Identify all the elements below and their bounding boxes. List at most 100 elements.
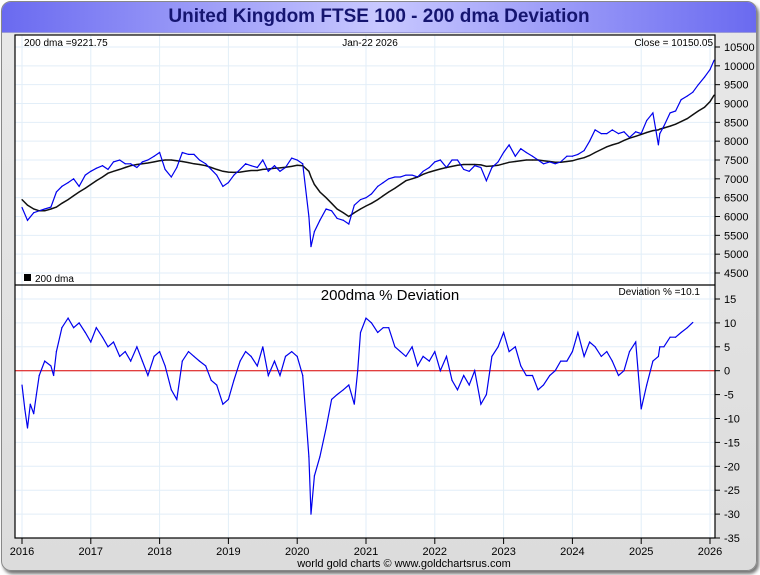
dma-point [73,195,75,197]
deviation-point [95,327,97,329]
price-point [124,163,126,165]
deviation-point [663,346,665,348]
deviation-point [680,331,682,334]
deviation-point [24,408,26,410]
dma-point [250,169,252,172]
deviation-point [119,355,121,357]
deviation-point [428,360,430,362]
deviation-point [164,365,166,367]
price-point [411,174,413,176]
dma-point [474,163,476,166]
x-tick-label: 2017 [79,546,103,558]
deviation-point [305,417,307,420]
dma-point [451,165,453,168]
deviation-point [571,350,574,353]
deviation-point [44,360,46,362]
price-point [663,125,665,127]
dma-point [33,208,35,210]
deviation-point [210,379,212,381]
deviation-point [617,374,620,377]
dma-point [78,191,80,193]
price-point [589,140,591,142]
dma-point [353,212,355,214]
dma-point [210,166,212,169]
price-point [623,131,625,133]
deviation-point [296,355,298,357]
deviation-point [50,365,52,367]
dma-point [233,171,235,174]
price-point [583,149,585,152]
price-point [170,176,172,178]
price-point [250,165,252,167]
price-point [377,185,379,187]
dma-point [680,120,682,123]
deviation-point [365,317,367,319]
deviation-point [153,355,155,357]
y-tick-label: -35 [724,533,740,545]
deviation-point [90,341,92,343]
price-point [353,204,355,206]
dma-point [657,129,660,131]
dma-point [542,160,545,162]
dma-point [417,176,419,178]
price-point [319,219,321,221]
deviation-point [256,365,258,367]
price-point [256,166,258,169]
deviation-point [606,350,608,353]
price-point [606,133,608,135]
dma-point [520,160,522,162]
deviation-point [445,355,448,357]
price-point [525,151,527,154]
dma-point [497,164,499,166]
price-point [600,133,602,135]
dma-point [61,202,63,204]
x-tick-label: 2022 [423,546,447,558]
dma-point [439,168,441,170]
dma-point [669,125,671,127]
deviation-point [577,331,579,334]
price-point [119,159,121,161]
dma-point [571,160,574,162]
plot-background [15,35,715,538]
dma-point [399,183,401,186]
price-point [451,159,453,161]
deviation-point [279,374,281,377]
close-value-label: Close = 10150.05 [634,38,713,49]
price-point [176,166,178,169]
deviation-point [405,355,407,357]
dma-point [119,168,121,171]
dma-point [623,139,625,142]
price-point [554,163,556,165]
dma-point [136,163,138,166]
dma-point [537,159,539,161]
dma-point [686,117,688,120]
price-point [141,161,143,163]
dma-point [308,170,310,172]
price-point [95,167,97,169]
dma-point [566,160,568,163]
deviation-point [480,403,482,405]
deviation-point [531,374,534,377]
legend-dma-label: 200 dma [35,274,74,285]
x-tick-label: 2020 [285,546,309,558]
deviation-point [611,360,613,362]
dma-point [606,146,608,148]
dma-point [44,210,46,212]
price-point [198,159,201,161]
dma-point [193,163,195,165]
deviation-point [451,379,453,381]
dma-point [124,166,126,169]
deviation-point [273,360,276,362]
deviation-point [124,350,126,353]
price-point [542,163,545,165]
price-point [164,168,166,171]
price-point [394,176,396,178]
dma-point [291,165,293,168]
dma-point [628,137,631,139]
deviation-point [205,365,207,367]
dma-point [95,180,97,182]
deviation-point [560,360,562,362]
deviation-point [377,331,379,334]
deviation-point [497,346,499,348]
deviation-point [456,389,459,391]
